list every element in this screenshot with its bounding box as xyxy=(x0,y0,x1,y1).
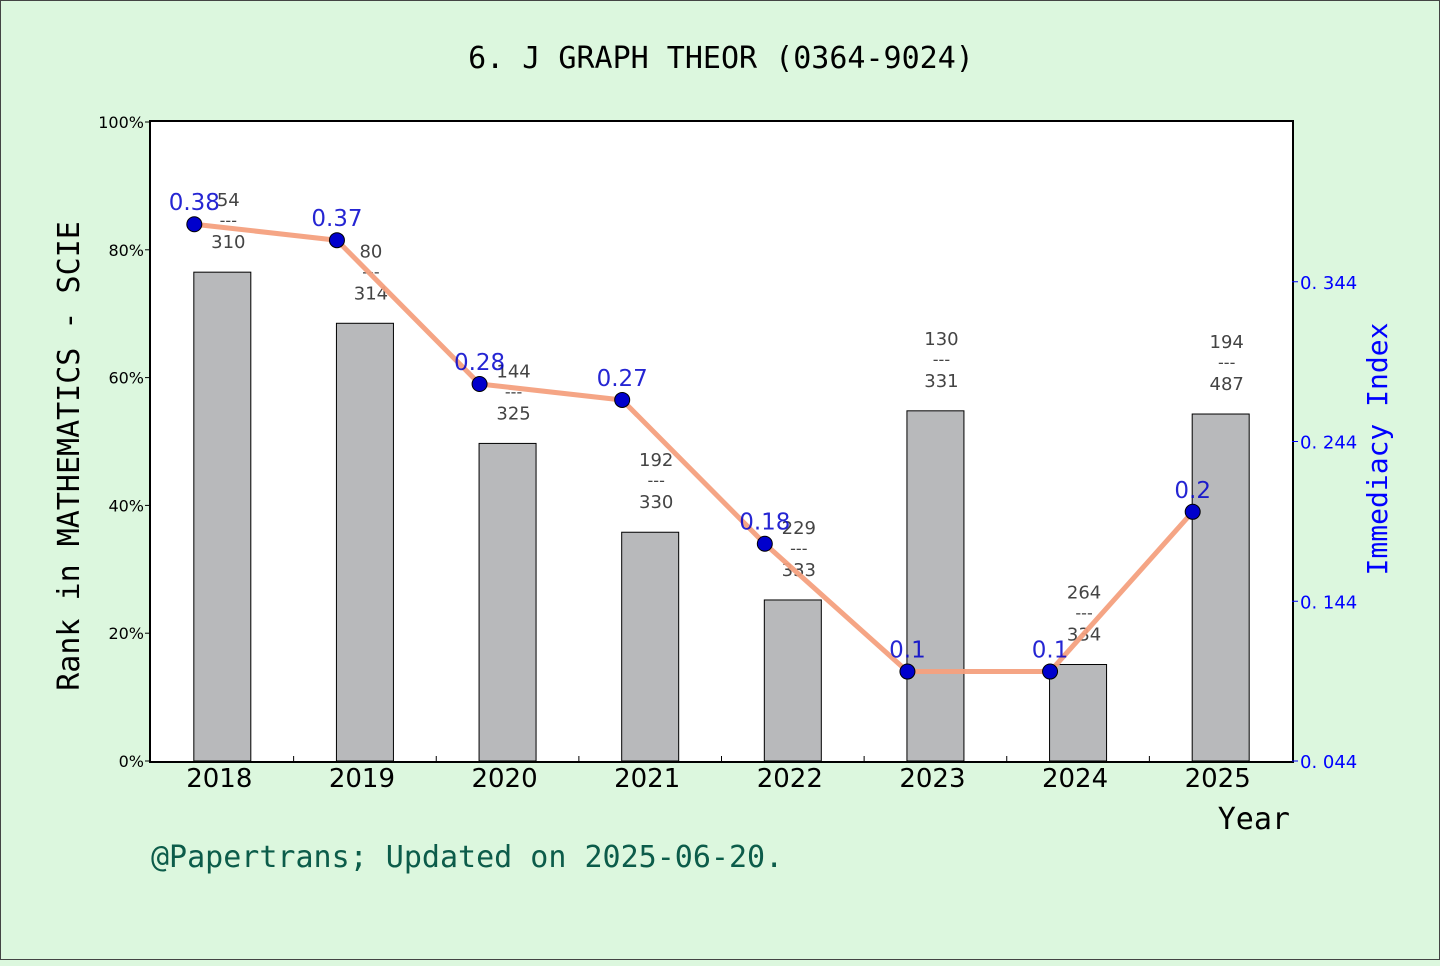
x-tick-label: 2022 xyxy=(757,764,823,794)
point-label: 0.2 xyxy=(1174,478,1211,504)
x-tick-label: 2019 xyxy=(329,764,395,794)
bar-separator: --- xyxy=(790,539,807,558)
bar-separator: --- xyxy=(1218,353,1235,372)
left-axis-label: Rank in MATHEMATICS - SCIE xyxy=(52,221,87,691)
bar-total-label: 314 xyxy=(354,283,388,304)
bar-2023 xyxy=(906,410,965,762)
bar-separator: --- xyxy=(1075,604,1092,623)
bar-total-label: 330 xyxy=(639,492,673,513)
chart-title: 6. J GRAPH THEOR (0364-9024) xyxy=(468,41,974,76)
x-tick-label: 2020 xyxy=(471,764,537,794)
marker-2021 xyxy=(614,391,631,408)
point-label: 0.1 xyxy=(889,638,926,664)
marker-2023 xyxy=(899,663,916,680)
right-tick-label: 0. 044 xyxy=(1300,752,1357,773)
marker-2022 xyxy=(756,535,773,552)
left-tick-label: 60% xyxy=(108,369,144,388)
point-label: 0.38 xyxy=(169,190,220,216)
bar-total-label: 487 xyxy=(1210,374,1244,395)
marker-2025 xyxy=(1184,503,1201,520)
x-axis-label: Year xyxy=(1218,802,1290,837)
x-tick-label: 2023 xyxy=(899,764,965,794)
point-label: 0.27 xyxy=(597,366,648,392)
bar-2020 xyxy=(478,442,537,762)
footer-text: @Papertrans; Updated on 2025-06-20. xyxy=(151,840,783,875)
x-tick-label: 2025 xyxy=(1185,764,1251,794)
x-tick-label: 2021 xyxy=(614,764,680,794)
marker-2018 xyxy=(186,216,203,233)
bar-total-label: 310 xyxy=(211,232,245,253)
immediacy-line xyxy=(194,221,1195,675)
bars-group xyxy=(193,271,1250,762)
point-label: 0.37 xyxy=(311,206,362,232)
left-tick-label: 40% xyxy=(108,496,144,515)
bar-rank-label: 229 xyxy=(782,518,816,539)
marker-2019 xyxy=(328,232,345,249)
bar-rank-label: 80 xyxy=(359,241,382,262)
bar-2019 xyxy=(335,322,394,762)
bar-separator: --- xyxy=(933,350,950,369)
x-tick-label: 2024 xyxy=(1042,764,1108,794)
left-tick-label: 20% xyxy=(108,624,144,643)
right-tick-label: 0. 244 xyxy=(1300,433,1357,454)
bar-rank-label: 194 xyxy=(1210,332,1244,353)
point-label: 0.18 xyxy=(739,510,790,536)
bar-rank-label: 192 xyxy=(639,450,673,471)
axes-group: 0% 20% 40% 60% 80% 100% 0. 044 0. 144 0. 244 0. 3… xyxy=(98,113,1357,794)
bar-rank-label: 264 xyxy=(1067,583,1101,604)
x-tick-label: 2018 xyxy=(186,764,252,794)
bar-separator: --- xyxy=(648,471,665,490)
left-tick-label: 80% xyxy=(108,241,144,260)
bar-2024 xyxy=(1049,664,1108,762)
bar-total-label: 325 xyxy=(496,403,530,424)
marker-2024 xyxy=(1042,663,1059,680)
marker-2020 xyxy=(471,375,488,392)
bar-2022 xyxy=(763,599,822,762)
left-tick-label: 0% xyxy=(119,752,144,771)
right-tick-label: 0. 144 xyxy=(1300,592,1357,613)
bar-rank-label: 54 xyxy=(217,190,240,211)
bar-rank-label: 144 xyxy=(496,361,530,382)
left-tick-label: 100% xyxy=(98,113,144,132)
bar-2021 xyxy=(621,531,680,762)
line-group: 0.38 0.37 0.28 0.27 0.18 0.1 0.1 0.2 xyxy=(169,190,1211,680)
bar-2018 xyxy=(193,271,252,762)
right-axis-label: Immediacy Index xyxy=(1361,323,1394,576)
point-label: 0.1 xyxy=(1032,638,1069,664)
bar-2025 xyxy=(1191,413,1250,762)
bar-rank-label: 130 xyxy=(924,329,958,350)
bar-total-label: 331 xyxy=(924,371,958,392)
point-label: 0.28 xyxy=(454,350,505,376)
right-tick-label: 0. 344 xyxy=(1300,273,1357,294)
